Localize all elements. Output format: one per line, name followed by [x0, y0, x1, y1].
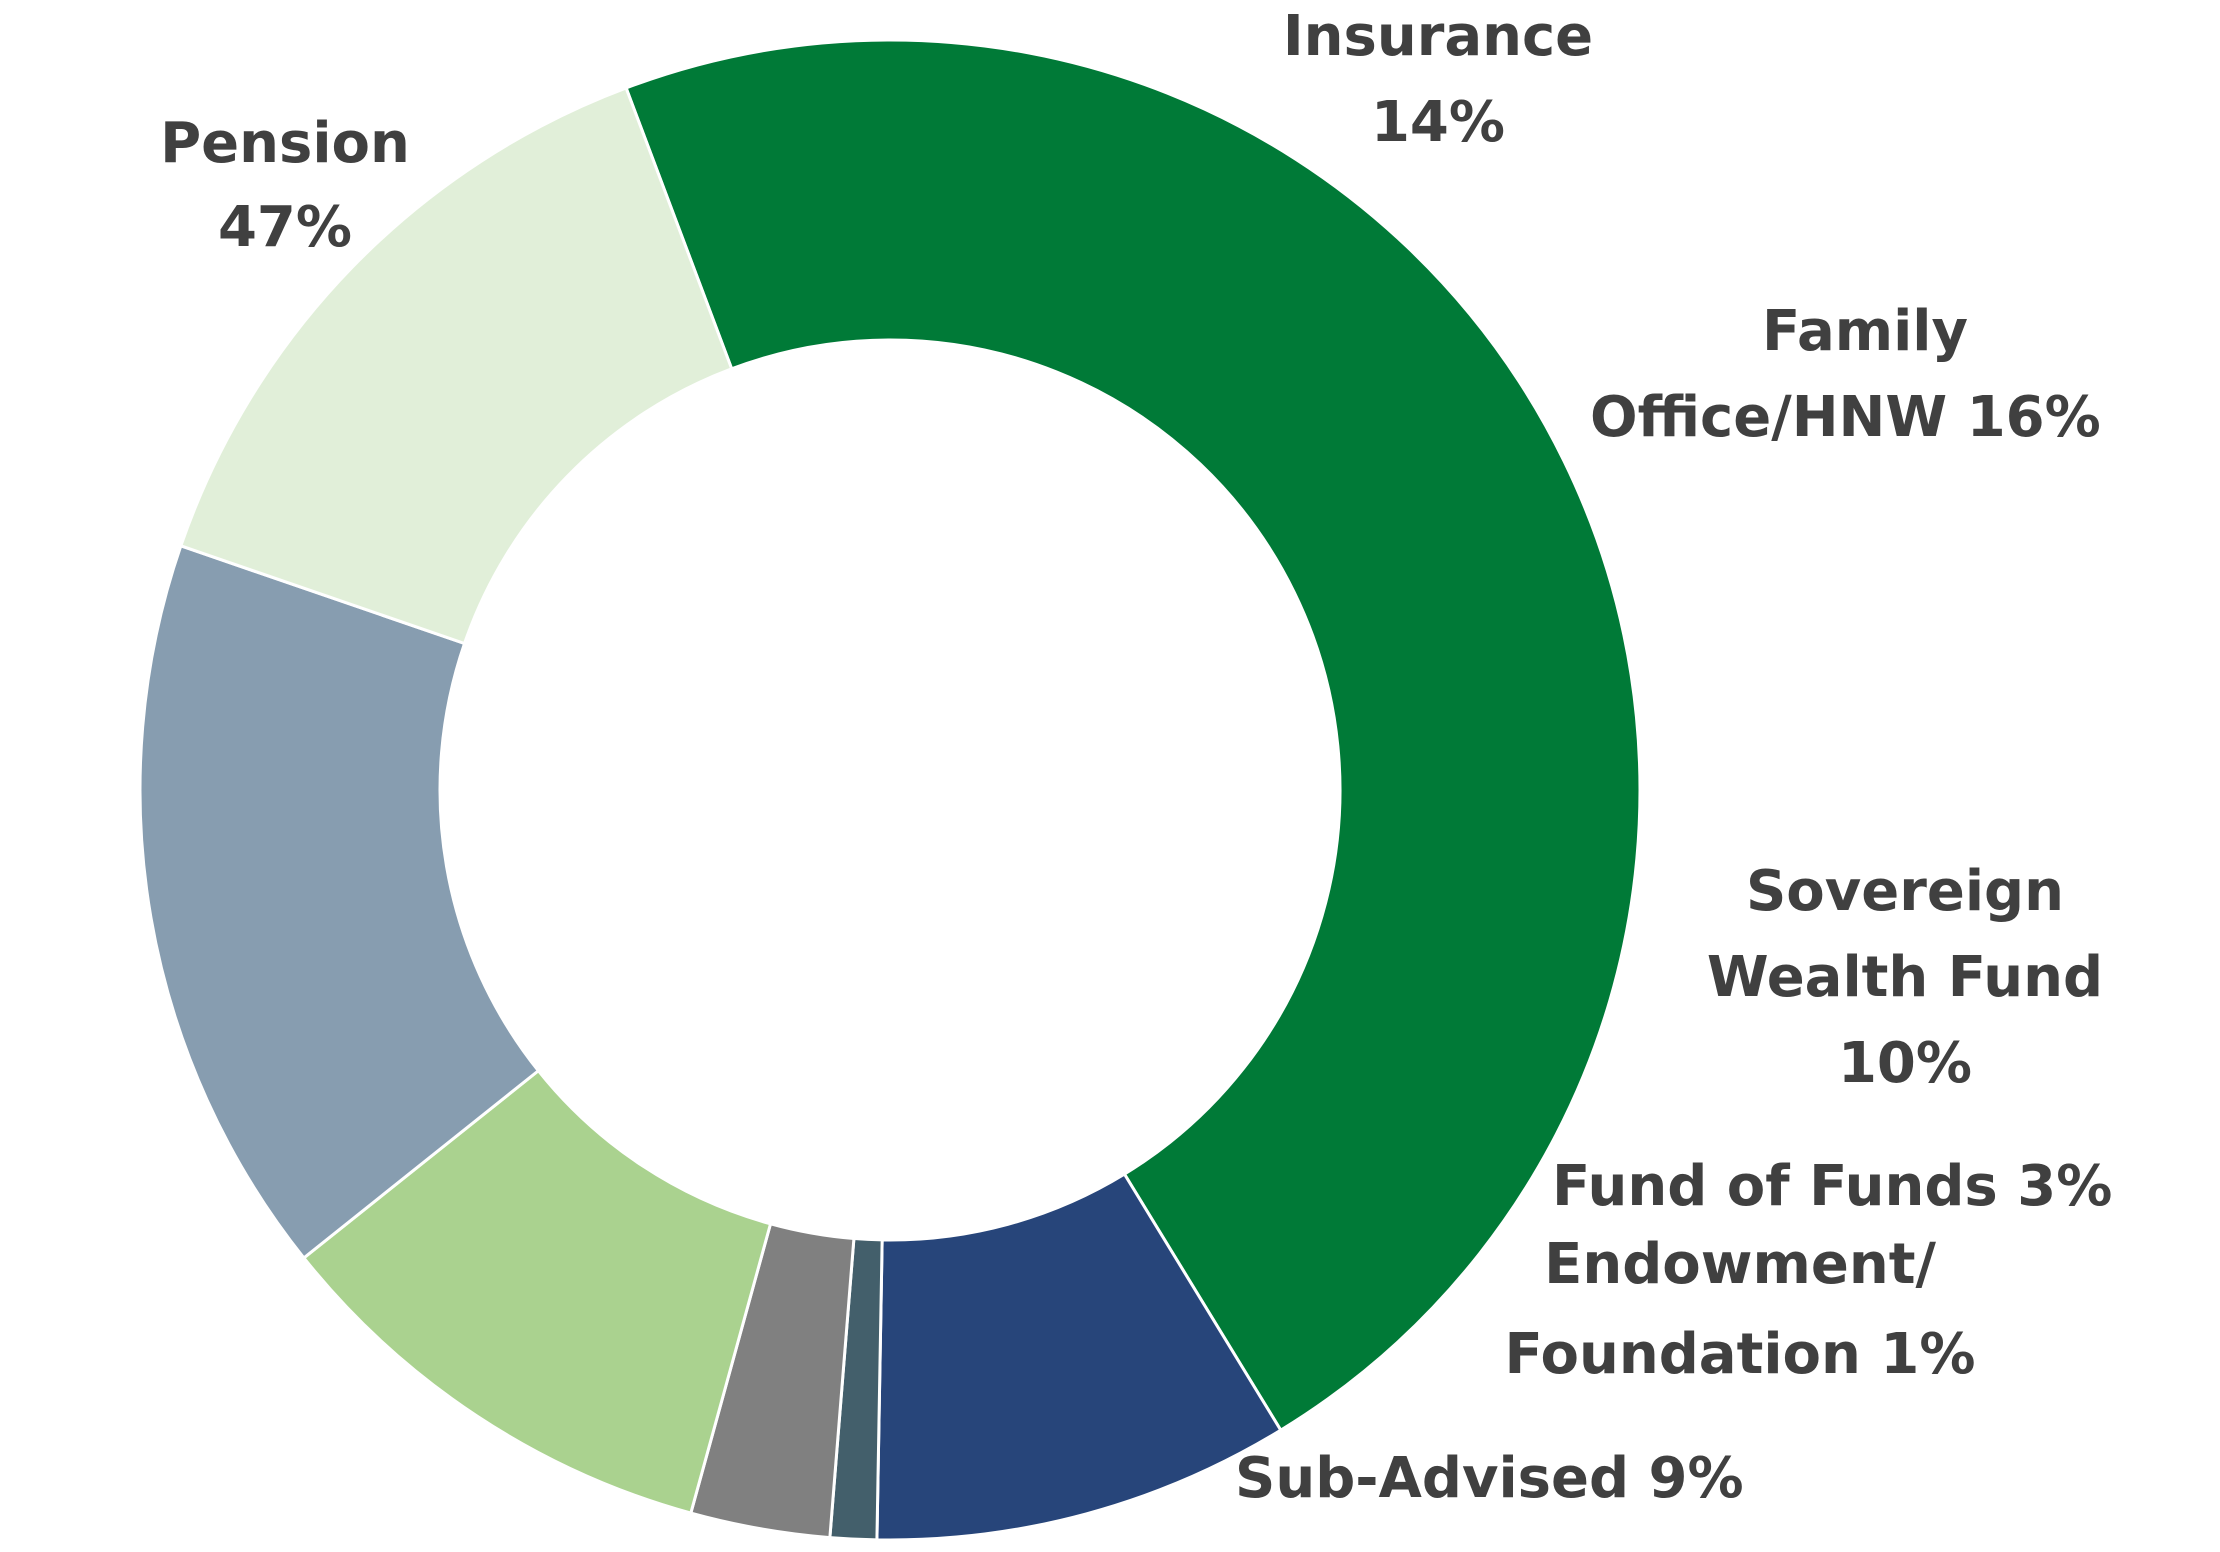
slice-label-line: 47% — [218, 195, 352, 260]
slice-family-office-hnw — [138, 543, 541, 1261]
slice-label-line: Office/HNW 16% — [1590, 385, 2101, 450]
slice-label-sovereign-wealth-fund: Sovereign Wealth Fund 10% — [1707, 859, 2103, 1096]
slice-label-fund-of-funds: Fund of Funds 3% — [1552, 1154, 2112, 1219]
slice-label-line: Pension — [160, 111, 410, 176]
slice-label-line: 10% — [1838, 1031, 1972, 1096]
slice-label-line: Sub-Advised 9% — [1235, 1446, 1744, 1511]
slice-label-line: Endowment/ — [1544, 1232, 1936, 1297]
slice-label-pension: Pension 47% — [160, 111, 410, 260]
slice-label-line: Foundation 1% — [1505, 1322, 1976, 1387]
slice-label-line: Insurance — [1283, 4, 1593, 69]
donut-slices — [138, 38, 1642, 1542]
slice-label-line: Sovereign — [1746, 859, 2064, 924]
slice-label-line: Fund of Funds 3% — [1552, 1154, 2112, 1219]
slice-label-line: Wealth Fund — [1707, 945, 2103, 1010]
slice-pension — [624, 38, 1642, 1433]
slice-labels: Pension 47% Sub-Advised 9% Endowment/Founda… — [160, 4, 2112, 1511]
slice-label-family-office-hnw: Family Office/HNW 16% — [1590, 299, 2101, 450]
slice-label-sub-advised: Sub-Advised 9% — [1235, 1446, 1744, 1511]
slice-label-endowment-foundation: Endowment/Foundation 1% — [1505, 1232, 1976, 1387]
slice-label-line: 14% — [1371, 90, 1505, 155]
slice-insurance — [178, 86, 734, 646]
slice-label-insurance: Insurance 14% — [1283, 4, 1593, 155]
slice-sovereign-wealth-fund — [301, 1068, 773, 1515]
slice-label-line: Family — [1762, 299, 1968, 364]
